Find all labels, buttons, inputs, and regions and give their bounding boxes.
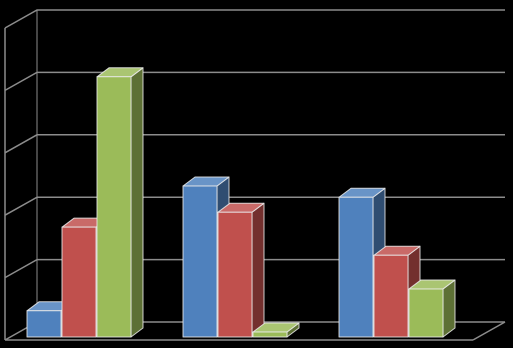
bar-front	[26, 310, 62, 338]
bar-front	[338, 196, 374, 338]
grid-line	[4, 71, 505, 92]
bar-front	[373, 254, 409, 338]
bar-side	[442, 279, 456, 338]
grid-line	[4, 9, 505, 29]
bar	[252, 322, 300, 338]
floor-right-edge	[472, 321, 506, 341]
bar	[408, 279, 456, 338]
bar-side	[130, 67, 144, 338]
bar-side	[251, 202, 265, 338]
bar-front	[182, 185, 218, 338]
bar-front	[96, 76, 132, 338]
bar	[217, 202, 265, 338]
bar-front	[217, 211, 253, 338]
bar-front	[252, 331, 288, 338]
bar-front	[408, 288, 444, 338]
bar-front	[61, 226, 97, 338]
bar	[96, 67, 144, 338]
grid-line	[4, 134, 505, 154]
